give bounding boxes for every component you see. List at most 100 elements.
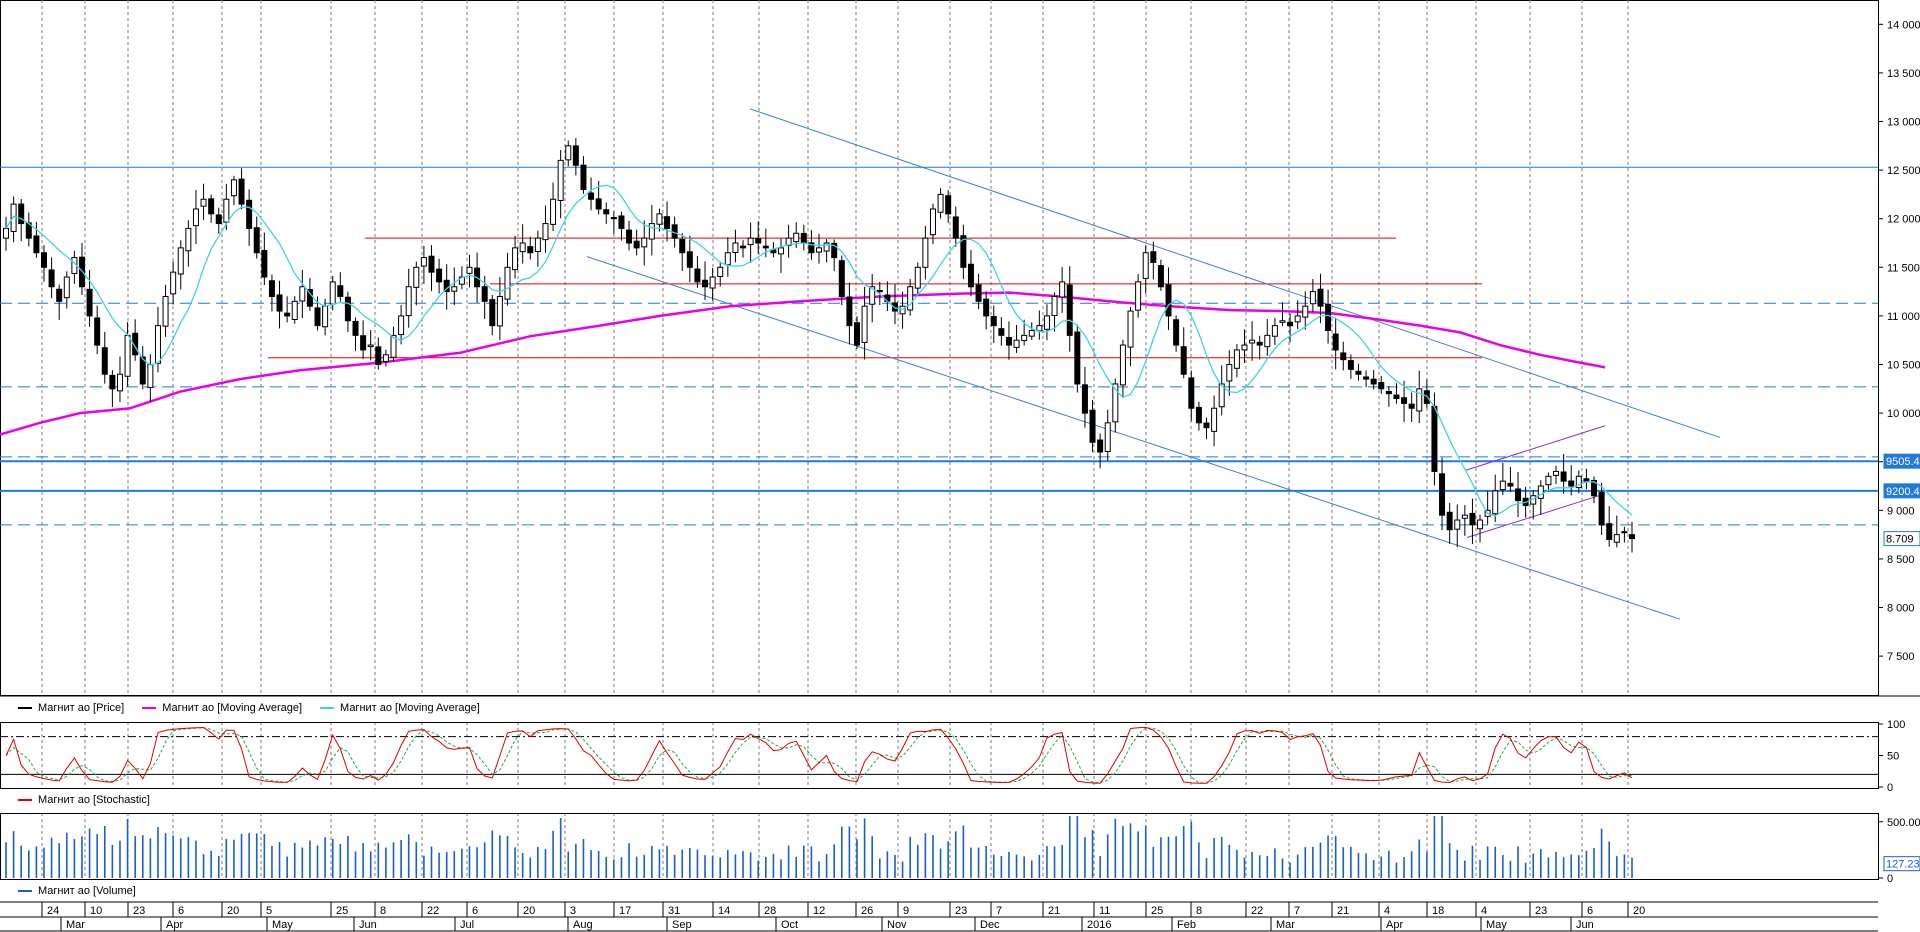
- candle-body: [3, 227, 9, 239]
- month-label: Jun: [1576, 919, 1594, 931]
- candle-body: [1507, 482, 1514, 487]
- legend-swatch: [142, 707, 157, 709]
- day-label: 4: [1481, 905, 1487, 917]
- candle-body: [755, 238, 762, 244]
- candle-body: [1089, 409, 1096, 443]
- candle-body: [709, 276, 716, 289]
- candle-body: [375, 346, 382, 366]
- candle-body: [306, 289, 313, 307]
- candle-body: [170, 271, 177, 295]
- candle-body: [33, 235, 40, 254]
- candle-body: [284, 312, 291, 317]
- candle-body: [998, 328, 1005, 336]
- day-label: 5: [266, 905, 272, 917]
- candle-body: [504, 266, 511, 300]
- candle-body: [679, 239, 686, 254]
- candle-body: [322, 305, 329, 328]
- price-badge-label: 9505.4: [1886, 456, 1920, 468]
- candle-body: [618, 215, 625, 229]
- candle-body: [86, 288, 93, 317]
- price-panel: 14 000 13 500 13 000 12 500 12 000 11 500 11 0…: [0, 0, 1920, 880]
- candle-body: [109, 374, 116, 390]
- candle-body: [1537, 485, 1544, 499]
- candle-body: [1431, 405, 1438, 472]
- candle-body: [831, 242, 838, 259]
- candle-body: [192, 208, 199, 227]
- candle-body: [1005, 336, 1012, 346]
- candle-body: [329, 281, 336, 305]
- price-legend: Магнит ао [Price] Магнит ао [Moving Avera…: [18, 700, 480, 716]
- candle-body: [861, 305, 868, 343]
- day-label: 21: [1048, 905, 1060, 917]
- triangle-line: [1466, 493, 1606, 539]
- candle-body: [1165, 284, 1172, 317]
- month-label: Mar: [66, 919, 85, 931]
- candle-body: [1241, 344, 1248, 351]
- candle-body: [1211, 407, 1218, 432]
- price-badge-label: 8.709: [1886, 534, 1914, 546]
- candle-body: [1271, 325, 1278, 337]
- candle-body: [1013, 339, 1020, 348]
- stoch-tick-label: 100: [1887, 719, 1905, 731]
- day-label: 22: [1251, 905, 1263, 917]
- candle-body: [914, 266, 921, 289]
- month-label: Mar: [1276, 919, 1295, 931]
- candle-body: [724, 252, 731, 266]
- candle-body: [534, 237, 541, 253]
- candle-body: [1173, 319, 1180, 346]
- candle-body: [1454, 519, 1461, 530]
- price-badge: 9200.4: [1883, 483, 1920, 499]
- candle-body: [846, 296, 853, 327]
- candle-body: [1218, 383, 1225, 408]
- legend-item: Магнит ао [Moving Average]: [320, 702, 480, 714]
- candle-body: [929, 208, 936, 236]
- candle-body: [1119, 344, 1126, 386]
- candle-body: [413, 266, 420, 288]
- candle-body: [496, 295, 503, 327]
- candle-body: [633, 240, 640, 249]
- candle-body: [314, 307, 321, 327]
- day-label: 18: [1432, 905, 1444, 917]
- candle-body: [1575, 475, 1582, 489]
- volume-bars: [5, 816, 1633, 878]
- legend-label-stochastic: Магнит ао [Stochastic]: [38, 794, 150, 806]
- candle-body: [610, 216, 617, 220]
- candle-body: [960, 235, 967, 268]
- candle-body: [428, 255, 435, 273]
- candle-body: [337, 285, 344, 297]
- candle-body: [1591, 479, 1598, 497]
- candle-body: [747, 237, 754, 246]
- volume-legend: Магнит ао [Volume]: [18, 883, 136, 899]
- candle-body: [838, 260, 845, 297]
- day-label: 8: [1196, 905, 1202, 917]
- candle-body: [876, 289, 883, 293]
- candle-body: [1135, 281, 1142, 311]
- candle-body: [648, 223, 655, 240]
- candle-body: [230, 179, 237, 197]
- day-label: 20: [1633, 905, 1645, 917]
- day-label: 4: [1384, 905, 1390, 917]
- legend-swatch: [18, 707, 32, 709]
- candle-body: [18, 203, 25, 225]
- candle-body: [983, 298, 990, 317]
- candle-body: [1233, 349, 1240, 369]
- candle-body: [664, 216, 671, 229]
- candle-body: [1598, 491, 1605, 526]
- volume-tick-label: 0: [1887, 873, 1893, 885]
- candle-body: [451, 286, 458, 292]
- candle-body: [853, 322, 860, 346]
- stochastic-legend: Магнит ао [Stochastic]: [18, 792, 150, 808]
- candle-body: [101, 347, 108, 375]
- candle-body: [1568, 480, 1575, 487]
- candle-body: [1621, 531, 1628, 534]
- volume-last-badge: 127.23: [1883, 856, 1920, 872]
- legend-item-volume: Магнит ао [Volume]: [18, 885, 136, 897]
- volume-panel: 500.00 0 127.23: [0, 813, 1920, 885]
- price-badge-box: [1883, 531, 1920, 547]
- legend-item: Магнит ао [Price]: [18, 702, 124, 714]
- candle-body: [223, 198, 230, 223]
- candle-body: [1279, 320, 1286, 323]
- candle-body: [1264, 334, 1271, 348]
- candle-body: [1355, 370, 1362, 375]
